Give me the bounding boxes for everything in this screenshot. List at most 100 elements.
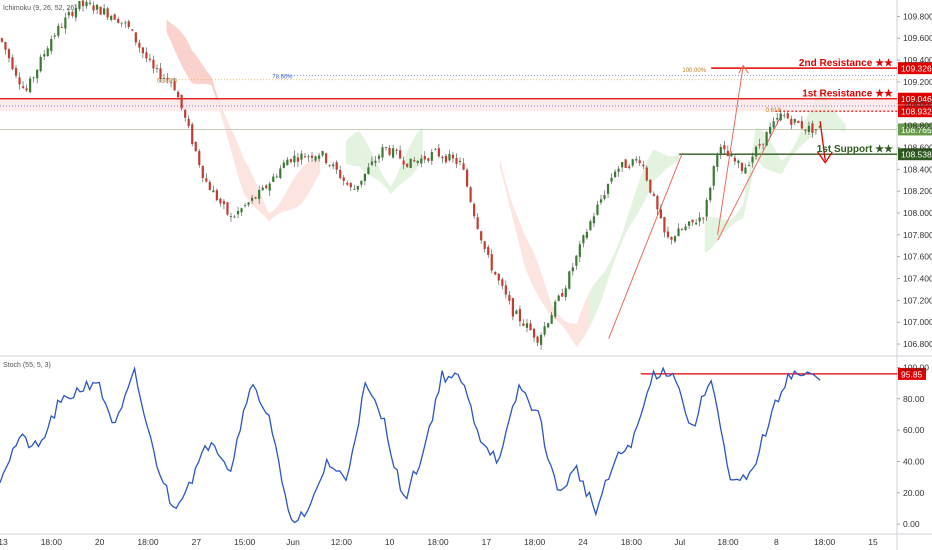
candle-body [606, 183, 610, 194]
candle-body [754, 146, 758, 157]
candle-body [420, 158, 423, 164]
candle-body [335, 162, 338, 170]
candle-body [504, 285, 507, 295]
ichimoku-cloud-0 [166, 19, 218, 105]
candle-body [409, 158, 412, 168]
candle-body [317, 155, 321, 159]
candle-body [240, 208, 243, 213]
candle-body [716, 153, 719, 167]
candle-body [339, 169, 342, 179]
candle-body [395, 149, 398, 151]
candle-body [578, 244, 581, 257]
candle-body [81, 0, 85, 7]
price-tick-label: 109.800 [903, 11, 932, 21]
price-tick-label: 109.600 [903, 33, 932, 43]
up-arrow-head [738, 64, 749, 74]
price-tick-label: 106.800 [903, 339, 932, 349]
ichimoku-cloud-4 [589, 149, 680, 328]
candle-body [103, 8, 106, 15]
candle-body [212, 190, 215, 193]
fib-618-label: 61.80% [157, 79, 178, 85]
candle-body [328, 165, 331, 166]
candle-body [191, 124, 194, 145]
candle-body [205, 178, 208, 182]
candle-body [677, 228, 680, 237]
price-tick-label: 107.800 [903, 230, 932, 240]
first-resistance-price-bg [898, 92, 932, 105]
candle-body [155, 68, 159, 69]
candle-body [603, 194, 606, 199]
time-label: 18:00 [717, 537, 739, 547]
candle-body [134, 32, 137, 43]
candle-body [501, 279, 504, 286]
candle-body [539, 334, 543, 345]
candle-body [307, 156, 310, 158]
time-label: 20 [95, 537, 105, 547]
first-resistance-alt-price-bg [898, 105, 932, 118]
ichimoku-cloud-3 [499, 158, 590, 348]
candle-body [32, 77, 35, 79]
candle-body [695, 222, 698, 225]
price-tick-label: 108.600 [903, 142, 932, 152]
candle-body [236, 211, 240, 215]
candle-body [29, 78, 32, 93]
candle-body [145, 52, 148, 59]
candle-body [39, 56, 42, 72]
candle-body [194, 141, 197, 152]
candle-body [427, 158, 430, 161]
candle-body [388, 147, 391, 155]
candle-body [88, 2, 92, 4]
candle-body [18, 77, 21, 85]
candle-body [254, 197, 257, 199]
stoch-tick-label: 60.00 [903, 425, 925, 435]
candle-body [106, 8, 109, 18]
candle-body [712, 166, 715, 186]
candle-body [342, 177, 345, 181]
candle-body [790, 118, 793, 125]
candle-body [652, 193, 655, 196]
stoch-value-bg [898, 367, 926, 380]
candle-body [296, 157, 300, 162]
candle-body [497, 273, 500, 281]
time-label: Jun [286, 537, 300, 547]
candle-body [353, 188, 356, 190]
candle-body [310, 155, 314, 158]
price-tick-label: 109.200 [903, 77, 932, 87]
candle-body [50, 39, 53, 51]
candle-body [413, 160, 416, 162]
time-label: 15:00 [234, 537, 256, 547]
candle-body [113, 14, 116, 20]
candle-body [444, 155, 448, 163]
candle-body [14, 68, 18, 76]
price-tick-label: 108.000 [903, 208, 932, 218]
candle-body [67, 12, 70, 16]
candle-body [402, 160, 405, 165]
candle-body [437, 148, 440, 157]
candle-body [177, 91, 180, 98]
candle-body [7, 49, 11, 59]
candle-body [557, 295, 560, 301]
candle-body [613, 171, 617, 178]
candle-body [543, 326, 546, 335]
candle-body [673, 236, 677, 242]
time-label: 18:00 [621, 537, 643, 547]
candle-body [730, 154, 733, 157]
candle-body [659, 209, 662, 219]
candle-body [43, 54, 46, 57]
candle-body [702, 217, 705, 219]
candle-body [758, 144, 761, 146]
time-label: 27 [192, 537, 202, 547]
candle-body [511, 298, 514, 317]
candle-body [169, 81, 173, 83]
candle-body [261, 187, 264, 191]
candle-body [159, 68, 162, 79]
candle-body [36, 69, 39, 79]
first-resistance-alt-price: 108.932 [901, 107, 932, 117]
candle-body [127, 21, 130, 28]
candle-body [818, 126, 821, 128]
current-price-bg [898, 123, 932, 136]
candle-body [374, 160, 377, 163]
candle-body [698, 217, 701, 222]
price-tick-label: 109.400 [903, 55, 932, 65]
candle-body [638, 160, 641, 164]
